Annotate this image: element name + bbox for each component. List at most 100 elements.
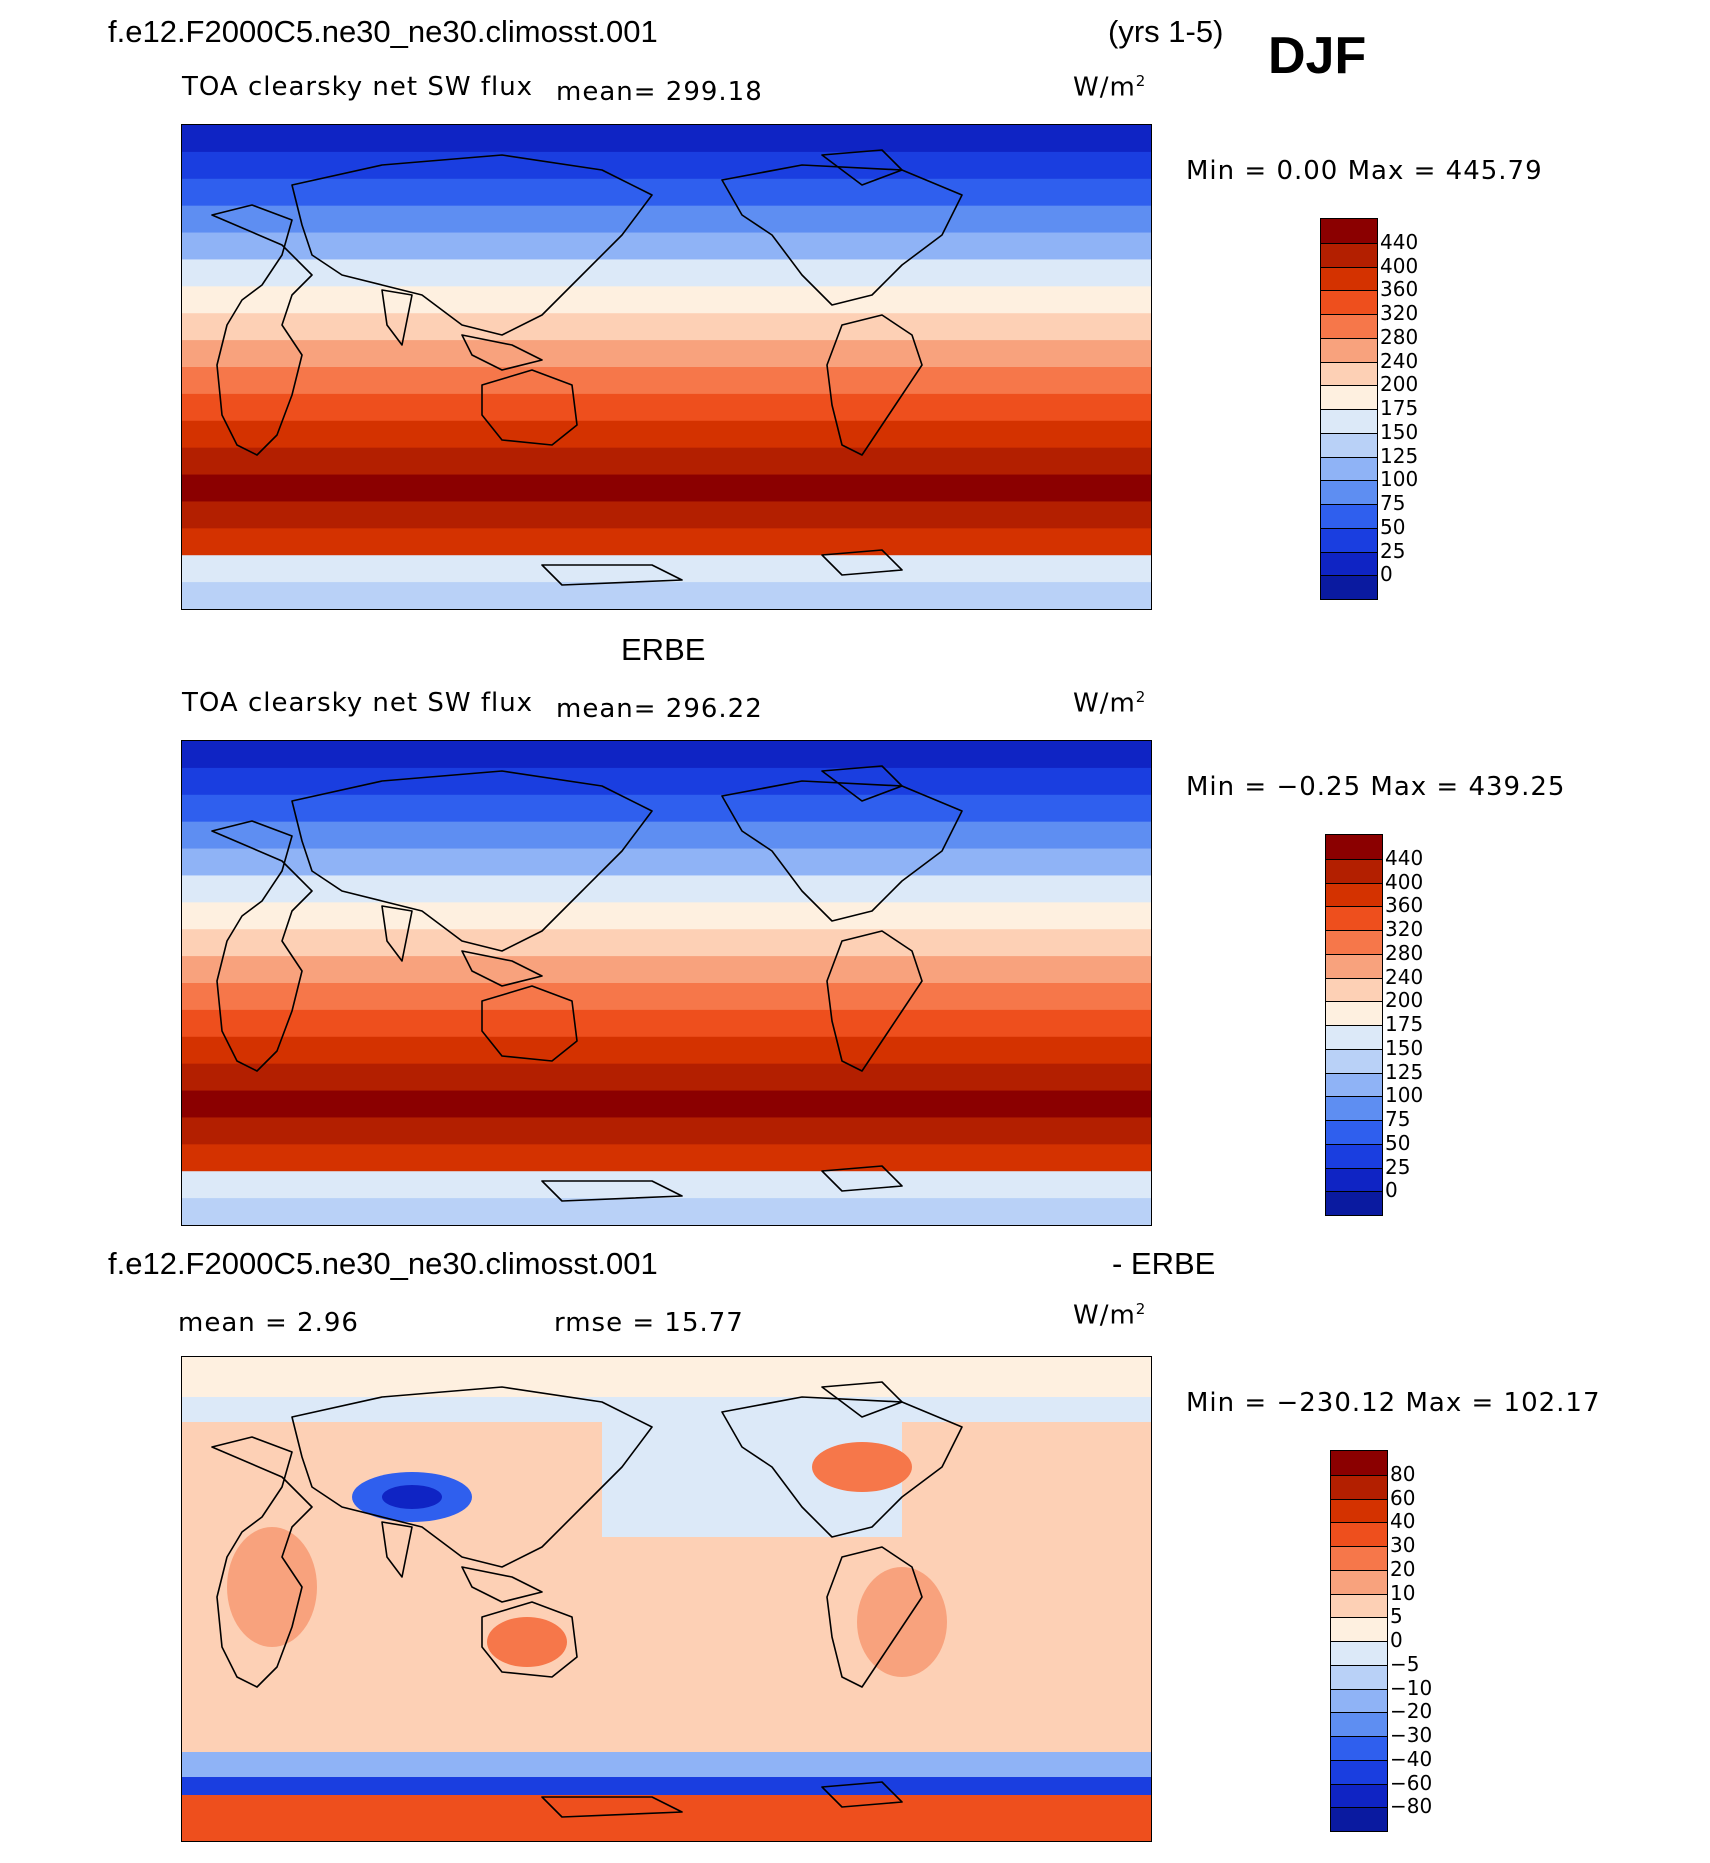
colorbar-segment: [1321, 219, 1377, 243]
colorbar-tick-label: 440: [1380, 229, 1419, 254]
colorbar-tick-label: 150: [1385, 1035, 1424, 1060]
colorbar-segment: [1321, 266, 1377, 291]
panel3-map: [181, 1356, 1152, 1842]
colorbar-segment: [1321, 361, 1377, 386]
colorbar-tick-label: 10: [1390, 1580, 1416, 1605]
panel3-heading-left: f.e12.F2000C5.ne30_ne30.climosst.001: [108, 1246, 658, 1281]
colorbar-tick-label: 20: [1390, 1556, 1416, 1581]
colorbar-segment: [1326, 1048, 1382, 1073]
colorbar-segment: [1321, 551, 1377, 576]
colorbar-segment: [1321, 456, 1377, 481]
panel3-units: W/m2: [1073, 1300, 1147, 1331]
colorbar-tick-label: 280: [1385, 940, 1424, 965]
colorbar-segment: [1326, 1167, 1382, 1192]
colorbar-segment: [1331, 1474, 1387, 1499]
colorbar-segment: [1331, 1569, 1387, 1594]
colorbar-segment: [1321, 337, 1377, 362]
colorbar-tick-label: 60: [1390, 1485, 1416, 1510]
colorbar-tick-label: 125: [1385, 1059, 1424, 1084]
panel2-minmax: Min = −0.25 Max = 439.25: [1186, 772, 1566, 802]
colorbar-segment: [1326, 977, 1382, 1002]
colorbar-tick-label: −5: [1390, 1651, 1420, 1676]
colorbar-tick-label: 30: [1390, 1533, 1416, 1557]
colorbar-segment: [1331, 1736, 1387, 1760]
colorbar-tick-label: 75: [1385, 1107, 1411, 1131]
panel1-minmax: Min = 0.00 Max = 445.79: [1186, 156, 1543, 186]
colorbar-tick-label: 440: [1385, 845, 1424, 870]
colorbar-segment: [1321, 480, 1377, 504]
colorbar-tick-label: 200: [1380, 372, 1419, 397]
panel2-heading: ERBE: [621, 632, 706, 667]
colorbar-segment: [1331, 1546, 1387, 1570]
case-title: f.e12.F2000C5.ne30_ne30.climosst.001: [108, 14, 658, 49]
colorbar-segment: [1331, 1641, 1387, 1665]
panel2-units: W/m2: [1073, 688, 1147, 719]
panel3-rmse: rmse = 15.77: [554, 1308, 744, 1338]
panel2-colorbar: [1325, 834, 1383, 1216]
colorbar-tick-label: 80: [1390, 1461, 1416, 1486]
colorbar-segment: [1326, 1072, 1382, 1097]
colorbar-segment: [1326, 1191, 1382, 1215]
panel1-map: [181, 124, 1152, 610]
colorbar-segment: [1326, 953, 1382, 978]
colorbar-tick-label: 320: [1380, 301, 1419, 325]
colorbar-segment: [1331, 1807, 1387, 1831]
colorbar-tick-label: 360: [1380, 277, 1419, 302]
colorbar-tick-label: −10: [1390, 1675, 1433, 1700]
panel2-map: [181, 740, 1152, 1226]
colorbar-tick-label: 280: [1380, 324, 1419, 349]
colorbar-segment: [1331, 1451, 1387, 1475]
colorbar-tick-label: 0: [1380, 562, 1393, 587]
colorbar-tick-label: 320: [1385, 917, 1424, 941]
panel3-colorbar: [1330, 1450, 1388, 1832]
colorbar-segment: [1326, 882, 1382, 907]
colorbar-segment: [1331, 1664, 1387, 1689]
colorbar-tick-label: −20: [1390, 1699, 1433, 1724]
colorbar-segment: [1331, 1783, 1387, 1808]
colorbar-tick-label: 25: [1385, 1154, 1411, 1179]
colorbar-segment: [1331, 1522, 1387, 1546]
panel3-minmax: Min = −230.12 Max = 102.17: [1186, 1388, 1601, 1418]
colorbar-segment: [1326, 858, 1382, 883]
colorbar-segment: [1326, 1025, 1382, 1049]
colorbar-tick-label: 200: [1385, 988, 1424, 1013]
colorbar-tick-label: 400: [1385, 869, 1424, 894]
colorbar-tick-label: 240: [1380, 348, 1419, 373]
panel1-mean: mean= 299.18: [556, 77, 763, 107]
colorbar-tick-label: 175: [1380, 396, 1419, 420]
panel2-variable: TOA clearsky net SW flux: [182, 688, 534, 718]
colorbar-tick-label: 40: [1390, 1509, 1416, 1534]
colorbar-tick-label: 0: [1385, 1178, 1398, 1203]
colorbar-segment: [1321, 385, 1377, 409]
colorbar-tick-label: 360: [1385, 893, 1424, 918]
colorbar-segment: [1321, 242, 1377, 267]
years-label: (yrs 1-5): [1108, 14, 1224, 49]
colorbar-tick-label: −40: [1390, 1746, 1433, 1771]
colorbar-segment: [1331, 1712, 1387, 1736]
panel1-variable: TOA clearsky net SW flux: [182, 72, 534, 102]
colorbar-segment: [1321, 527, 1377, 552]
colorbar-tick-label: −60: [1390, 1770, 1433, 1795]
colorbar-tick-label: 50: [1385, 1130, 1411, 1155]
panel1-colorbar: [1320, 218, 1378, 600]
panel3-heading-right: - ERBE: [1112, 1246, 1216, 1281]
colorbar-tick-label: 75: [1380, 491, 1406, 515]
colorbar-tick-label: 400: [1380, 253, 1419, 278]
colorbar-segment: [1321, 314, 1377, 338]
colorbar-segment: [1326, 906, 1382, 930]
colorbar-tick-label: 175: [1385, 1012, 1424, 1036]
colorbar-segment: [1331, 1498, 1387, 1523]
colorbar-tick-label: 240: [1385, 964, 1424, 989]
colorbar-tick-label: −80: [1390, 1794, 1433, 1819]
colorbar-segment: [1321, 575, 1377, 599]
colorbar-tick-label: 0: [1390, 1628, 1403, 1652]
colorbar-segment: [1326, 835, 1382, 859]
colorbar-segment: [1331, 1593, 1387, 1618]
colorbar-tick-label: 100: [1385, 1083, 1424, 1108]
colorbar-segment: [1321, 290, 1377, 314]
colorbar-tick-label: 150: [1380, 419, 1419, 444]
colorbar-tick-label: −30: [1390, 1723, 1433, 1747]
colorbar-tick-label: 25: [1380, 538, 1406, 563]
panel1-units: W/m2: [1073, 72, 1147, 103]
colorbar-tick-label: 5: [1390, 1604, 1403, 1629]
